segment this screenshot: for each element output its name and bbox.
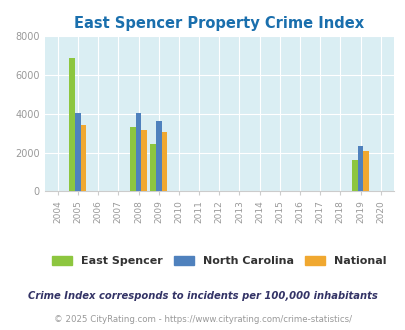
Bar (69, 58, 75, 191)
Bar (156, 121, 161, 191)
Bar (130, 127, 135, 191)
Title: East Spencer Property Crime Index: East Spencer Property Crime Index (74, 16, 363, 31)
Bar (81, 125, 86, 191)
Bar (161, 132, 167, 191)
Text: © 2025 CityRating.com - https://www.cityrating.com/crime-statistics/: © 2025 CityRating.com - https://www.city… (54, 315, 351, 324)
Bar (75, 113, 81, 191)
Bar (357, 146, 362, 191)
Bar (135, 113, 141, 191)
Text: Crime Index corresponds to incidents per 100,000 inhabitants: Crime Index corresponds to incidents per… (28, 291, 377, 301)
Legend: East Spencer, North Carolina, National: East Spencer, North Carolina, National (52, 256, 386, 266)
Bar (141, 130, 147, 191)
Bar (351, 160, 357, 191)
Bar (362, 151, 368, 191)
Bar (150, 144, 156, 191)
